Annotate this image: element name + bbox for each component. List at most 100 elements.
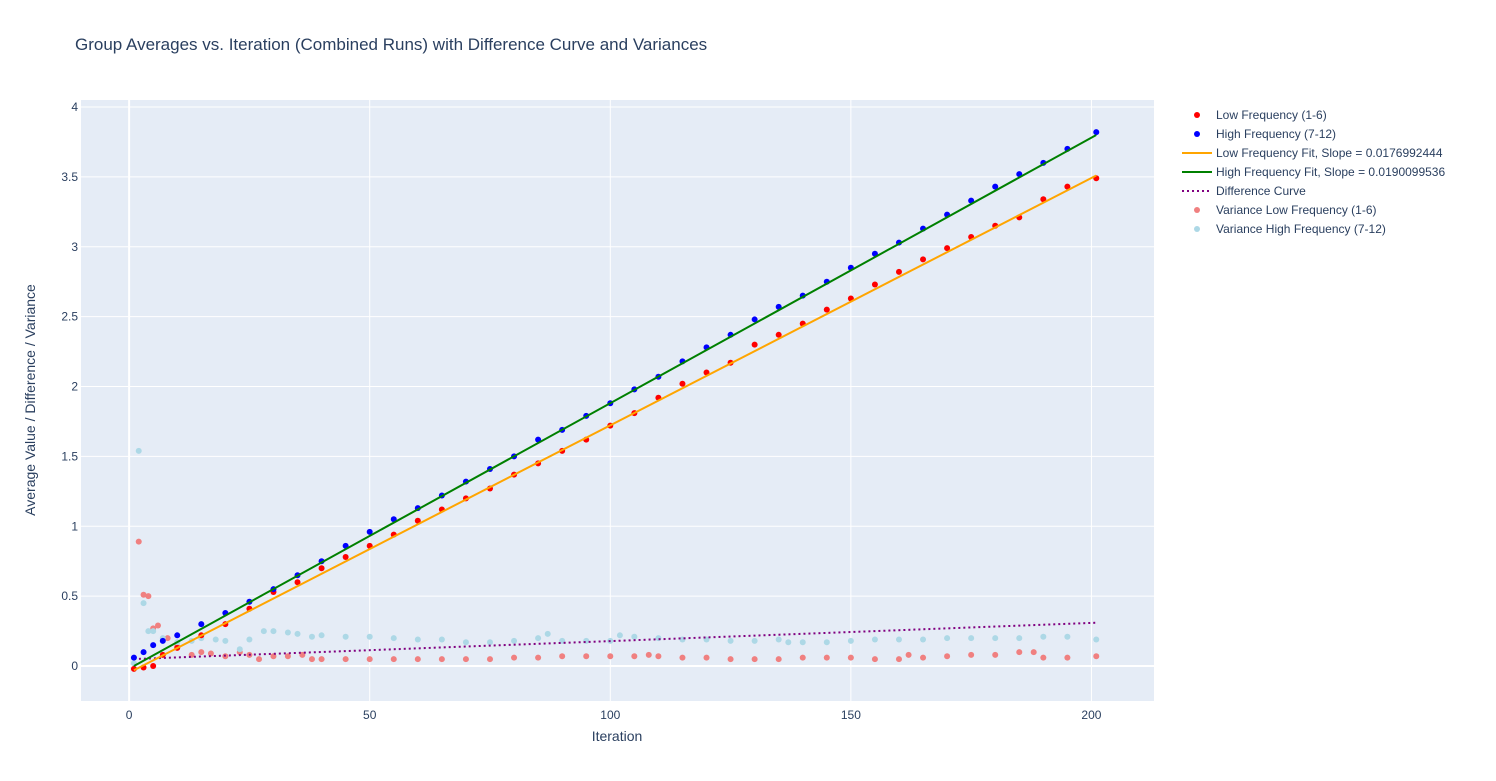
legend-marker [1194,131,1200,137]
data-point [616,632,623,639]
data-point [992,635,999,642]
y-tick-label: 1 [71,519,78,533]
series-5 [135,538,1100,663]
data-point [246,636,253,643]
grid [81,100,1154,701]
legend-item[interactable]: High Frequency Fit, Slope = 0.0190099536 [1182,165,1445,179]
x-tick-label: 50 [363,708,377,722]
data-point [751,637,758,644]
data-point [308,656,315,663]
data-point [871,656,878,663]
data-point [1064,183,1071,190]
series-line [133,621,1097,661]
data-point [236,646,243,653]
data-point [318,632,325,639]
legend-label: Difference Curve [1216,184,1306,198]
data-point [174,632,181,639]
legend-item[interactable]: Difference Curve [1182,184,1306,198]
data-point [871,636,878,643]
data-point [342,656,349,663]
legend-item[interactable]: Variance Low Frequency (1-6) [1194,203,1377,217]
data-point [135,538,142,545]
data-point [294,630,301,637]
data-point [366,633,373,640]
legend-marker [1194,112,1200,118]
data-point [1093,653,1100,660]
data-point [256,656,263,663]
data-point [366,656,373,663]
data-point [607,653,614,660]
data-point [145,593,152,600]
data-point [799,639,806,646]
data-point [270,653,277,660]
x-tick-label: 150 [841,708,861,722]
x-tick-label: 200 [1081,708,1101,722]
data-point [366,528,373,535]
data-point [1040,196,1047,203]
data-point [212,636,219,643]
data-point [905,651,912,658]
data-point [785,639,792,646]
data-point [871,281,878,288]
data-point [1016,635,1023,642]
data-point [703,654,710,661]
data-point [1093,129,1100,136]
legend-item[interactable]: High Frequency (7-12) [1194,127,1336,141]
data-point [847,654,854,661]
data-point [390,635,397,642]
data-point [207,650,214,657]
data-point [135,447,142,454]
data-point [1064,633,1071,640]
data-point [535,635,542,642]
y-tick-label: 2.5 [61,310,78,324]
plot-area [81,100,1154,701]
data-point [751,656,758,663]
data-point [968,651,975,658]
data-point [655,635,662,642]
data-point [992,651,999,658]
legend-label: Variance High Frequency (7-12) [1216,222,1386,236]
data-point [823,639,830,646]
data-point [270,628,277,635]
data-point [823,306,830,313]
legend-item[interactable]: Variance High Frequency (7-12) [1194,222,1386,236]
data-point [751,341,758,348]
data-point [944,653,951,660]
legend-label: High Frequency (7-12) [1216,127,1336,141]
data-point [150,663,157,670]
data-point [294,579,301,586]
data-point [944,635,951,642]
data-point [414,656,421,663]
data-point [727,656,734,663]
data-point [920,636,927,643]
legend-label: High Frequency Fit, Slope = 0.0190099536 [1216,165,1445,179]
data-point [1016,649,1023,656]
data-point [414,517,421,524]
data-point [895,656,902,663]
legend-item[interactable]: Low Frequency (1-6) [1194,108,1327,122]
data-point [140,649,147,656]
legend-item[interactable]: Low Frequency Fit, Slope = 0.0176992444 [1182,146,1443,160]
data-point [535,654,542,661]
x-tick-label: 100 [600,708,620,722]
data-point [438,636,445,643]
legend-marker [1194,226,1200,232]
series-line [133,134,1097,667]
data-point [462,656,469,663]
data-point [1040,654,1047,661]
data-point [140,591,147,598]
data-point [631,653,638,660]
legend-marker [1194,207,1200,213]
data-point [318,656,325,663]
series-layer [130,129,1100,672]
data-point [130,654,137,661]
chart-title: Group Averages vs. Iteration (Combined R… [75,35,707,54]
data-point [159,637,166,644]
data-point [390,656,397,663]
data-point [154,622,161,629]
legend[interactable]: Low Frequency (1-6) High Frequency (7-12)… [1182,108,1445,236]
data-point [799,654,806,661]
data-point [222,637,229,644]
data-point [511,654,518,661]
